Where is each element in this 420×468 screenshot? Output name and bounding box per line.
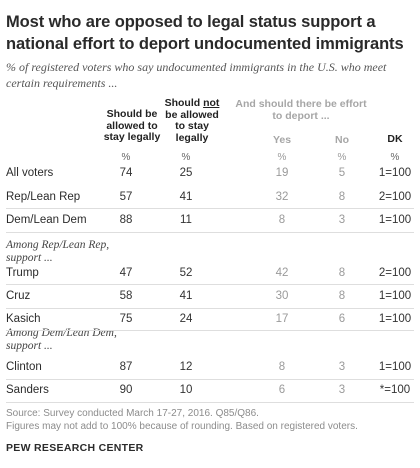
cell-not-allowed: 24 (179, 313, 193, 325)
cell-allowed: 58 (119, 290, 133, 302)
header-no: No (335, 134, 349, 146)
header-not-allowed-pre: Should (164, 97, 204, 109)
cell-not-allowed: 41 (179, 290, 193, 302)
rounding-note: Figures may not add to 100% because of r… (6, 421, 358, 432)
cell-dk: 1=100 (378, 313, 412, 325)
cell-not-allowed: 11 (180, 214, 192, 226)
row-divider (6, 330, 414, 331)
source-note: Source: Survey conducted March 17-27, 20… (6, 408, 259, 419)
row-divider (6, 308, 414, 309)
row-divider (6, 402, 414, 403)
header-not-allowed-post: be allowed to stay legally (165, 108, 219, 144)
cell-yes: 42 (275, 267, 289, 279)
cell-yes: 17 (275, 313, 289, 325)
header-not-allowed-legal: Should not be allowed to stay legally (160, 97, 224, 144)
header-yes: Yes (272, 134, 292, 146)
cell-yes: 6 (278, 384, 286, 396)
cell-allowed: 57 (119, 191, 133, 203)
cell-yes: 30 (275, 290, 289, 302)
cell-no: 3 (338, 361, 346, 373)
pct-label-yes: % (277, 152, 287, 163)
cell-yes: 8 (278, 214, 286, 226)
row-label: Dem/Lean Dem (6, 214, 87, 226)
header-allowed-legal: Should be allowed to stay legally (103, 108, 161, 143)
row-divider (6, 379, 414, 380)
cell-yes: 8 (278, 361, 286, 373)
row-divider (6, 284, 414, 285)
cell-no: 3 (338, 214, 346, 226)
row-label: Sanders (6, 384, 49, 396)
cell-dk: *=100 (379, 384, 411, 396)
cell-dk: 1=100 (378, 167, 412, 179)
pct-label-no: % (337, 152, 347, 163)
cell-no: 5 (338, 167, 346, 179)
cell-allowed: 87 (119, 361, 133, 373)
cell-no: 8 (338, 290, 346, 302)
cell-yes: 19 (275, 167, 289, 179)
brand-logo-text: PEW RESEARCH CENTER (6, 442, 144, 454)
cell-not-allowed: 41 (179, 191, 193, 203)
row-label: Kasich (6, 313, 41, 325)
cell-allowed: 88 (119, 214, 133, 226)
chart-title: Most who are opposed to legal status sup… (6, 13, 404, 53)
row-label: All voters (6, 167, 54, 179)
pct-label-col1: % (121, 152, 131, 163)
pct-label-col2: % (181, 152, 191, 163)
row-divider (6, 232, 414, 233)
group-label-rep: Among Rep/Lean Rep, support ... (6, 239, 110, 264)
cell-not-allowed: 25 (179, 167, 193, 179)
cell-no: 8 (338, 191, 346, 203)
row-label: Clinton (6, 361, 42, 373)
cell-not-allowed: 52 (179, 267, 193, 279)
cell-dk: 1=100 (378, 361, 412, 373)
header-dk: DK (387, 133, 403, 145)
cell-no: 3 (338, 384, 346, 396)
cell-allowed: 47 (119, 267, 133, 279)
cell-not-allowed: 10 (179, 384, 193, 396)
cell-allowed: 90 (119, 384, 133, 396)
cell-yes: 32 (275, 191, 289, 203)
cell-dk: 2=100 (378, 191, 412, 203)
cell-allowed: 74 (119, 167, 133, 179)
cell-allowed: 75 (119, 313, 133, 325)
chart-subtitle: % of registered voters who say undocumen… (6, 60, 387, 90)
cell-no: 8 (338, 267, 346, 279)
cell-dk: 2=100 (378, 267, 412, 279)
row-divider (6, 208, 414, 209)
pct-label-dk: % (390, 152, 400, 163)
row-label: Cruz (6, 290, 31, 302)
row-label: Trump (6, 267, 39, 279)
header-not-allowed-not: not (203, 97, 220, 109)
cell-dk: 1=100 (378, 214, 412, 226)
row-label: Rep/Lean Rep (6, 191, 81, 203)
header-deport-group: And should there be effort to deport ... (235, 98, 367, 122)
cell-not-allowed: 12 (179, 361, 193, 373)
cell-dk: 1=100 (378, 290, 412, 302)
cell-no: 6 (338, 313, 346, 325)
